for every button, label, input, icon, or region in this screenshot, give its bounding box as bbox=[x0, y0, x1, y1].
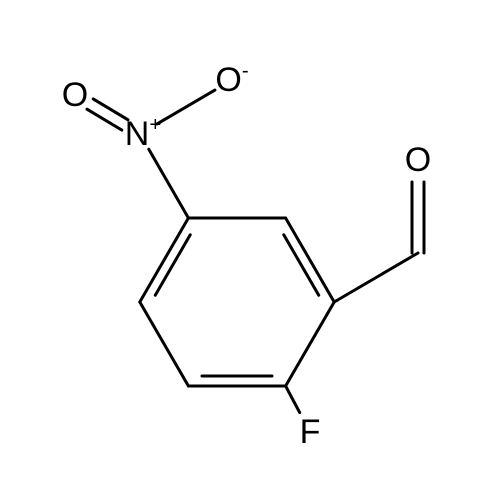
nitro-nitrogen-atom: N+ bbox=[125, 117, 161, 151]
oxygen-minus-symbol: O bbox=[215, 61, 241, 99]
aldehyde-oxygen-atom: O bbox=[405, 143, 431, 177]
fluoro-atom: F bbox=[300, 415, 321, 449]
nitro-double-oxygen-atom: O bbox=[62, 78, 88, 112]
molecule-canvas: F O N+ O O- bbox=[0, 0, 500, 500]
nitro-minus-oxygen-atom: O- bbox=[215, 63, 248, 97]
nitrogen-charge: + bbox=[149, 114, 161, 136]
nitrogen-symbol: N bbox=[125, 115, 150, 153]
bond-layer bbox=[0, 0, 500, 500]
oxygen-minus-charge: - bbox=[242, 60, 249, 82]
